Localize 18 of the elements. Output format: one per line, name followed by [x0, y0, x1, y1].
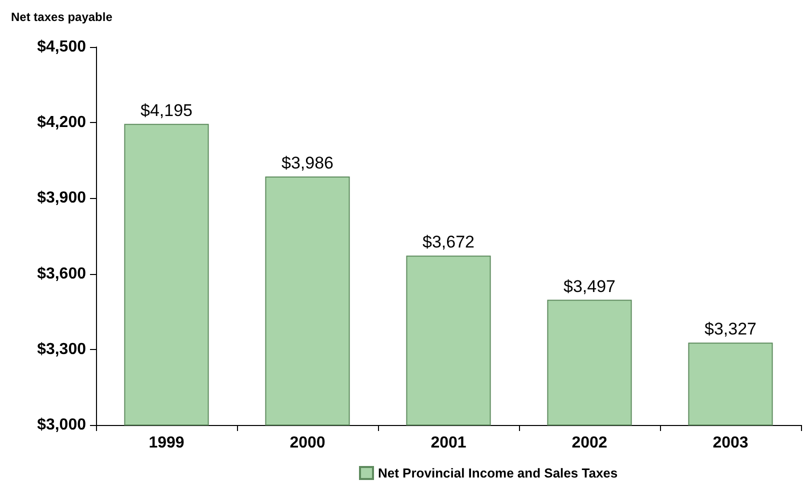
data-label: $3,986	[282, 154, 334, 173]
x-tick-label: 2003	[712, 434, 748, 452]
y-tick-label: $3,300	[37, 340, 86, 358]
legend-label: Net Provincial Income and Sales Taxes	[378, 466, 618, 480]
y-tick-label: $3,900	[37, 190, 86, 207]
data-label: $4,195	[140, 100, 192, 120]
x-tick-label: 2002	[572, 434, 608, 452]
y-tick-label: $3,600	[37, 265, 86, 282]
x-tick-label: 1999	[148, 434, 184, 452]
y-tick-label: $4,500	[37, 38, 86, 56]
data-label: $3,327	[704, 320, 756, 339]
data-label: $3,497	[564, 276, 616, 296]
x-tick-label: 2000	[290, 434, 326, 452]
y-axis-title: Net taxes payable	[11, 10, 113, 24]
y-tick-label: $3,000	[37, 416, 86, 434]
x-tick-label: 2001	[430, 434, 466, 452]
y-tick-label: $4,200	[37, 114, 86, 132]
data-label: $3,672	[422, 232, 474, 252]
